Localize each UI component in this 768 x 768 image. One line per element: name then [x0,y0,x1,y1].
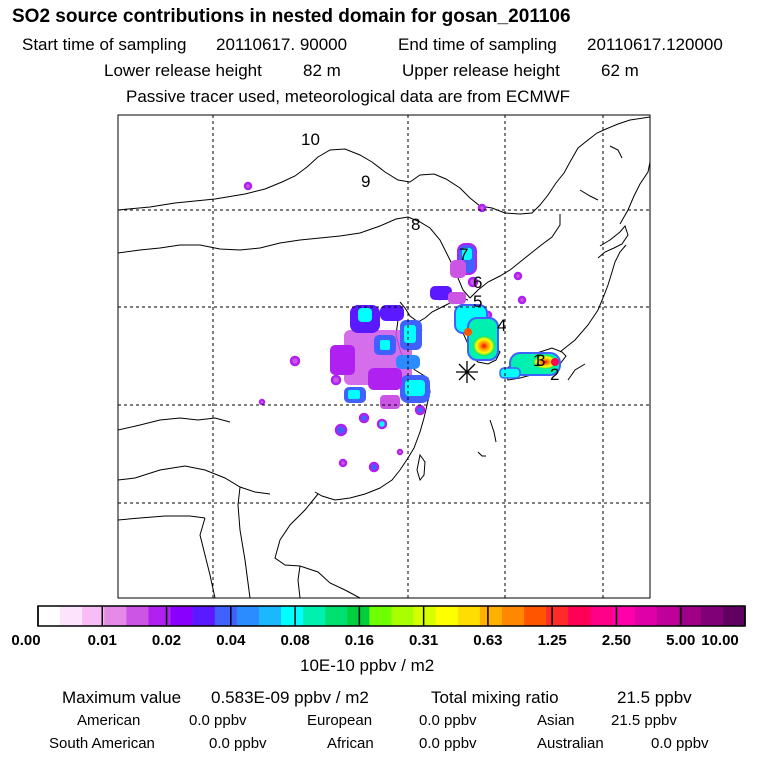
trajectory-label-1: 1 [533,351,542,370]
trajectory-label-4: 4 [497,316,506,335]
trajectory-label-9: 9 [361,172,370,191]
colorbar-swatch [303,606,326,626]
plot-title: SO2 source contributions in nested domai… [12,6,571,27]
end-time-value: 20110617.120000 [587,35,723,54]
start-time-label: Start time of sampling [22,35,187,54]
trajectory-label-2: 2 [550,365,559,384]
colorbar-swatch [60,606,83,626]
european-value: 0.0 ppbv [419,712,477,729]
colorbar-label: 0.04 [216,632,246,649]
south-american-label: South American [49,735,155,752]
so2-plume-korea [430,243,499,361]
colorbar-swatch [678,606,702,626]
upper-release-label: Upper release height [402,61,560,80]
african-value: 0.0 ppbv [419,735,477,752]
colorbar-swatch [501,606,525,626]
colorbar-swatch [236,606,260,626]
colorbar-swatch [435,606,459,626]
colorbar-swatch [104,606,127,626]
colorbar-label: 10.00 [701,632,739,649]
lat-lon-grid [118,115,650,598]
end-time-label: End time of sampling [398,35,557,54]
european-label: European [307,712,373,729]
colorbar-swatch [214,606,238,626]
trajectory-label-3: 3 [536,351,545,370]
colorbar-label: 0.00 [11,632,41,649]
colorbar-swatch [413,606,436,626]
colorbar-swatch [192,606,216,626]
australian-value: 0.0 ppbv [651,735,709,752]
south-american-value: 0.0 ppbv [209,735,267,752]
colorbar-label: 0.01 [87,632,117,649]
colorbar-swatch [170,606,193,626]
colorbar-swatch [612,606,635,626]
max-value: 0.583E-09 ppbv / m2 [211,688,369,707]
asian-value: 21.5 ppbv [611,712,677,729]
colorbar-swatch [656,606,680,626]
colorbar-label: 5.00 [666,632,696,649]
asian-label: Asian [537,712,575,729]
colorbar-unit: 10E-10 ppbv / m2 [300,656,435,675]
trajectory-label-6: 6 [473,273,482,292]
colorbar-label: 0.63 [473,632,503,649]
colorbar-swatch [148,606,171,626]
trajectory-label-8: 8 [411,215,420,234]
map-frame [117,114,651,599]
colorbar-swatch [457,606,481,626]
american-value: 0.0 ppbv [189,712,247,729]
colorbar-label: 1.25 [537,632,567,649]
tracer-note: Passive tracer used, meteorological data… [126,87,571,106]
trajectory-label-5: 5 [473,292,482,311]
colorbar-swatch [126,606,149,626]
start-time-value: 20110617. 90000 [216,35,348,54]
colorbar-swatch [479,606,503,626]
lower-release-label: Lower release height [104,61,262,80]
colorbar-swatch [722,606,746,626]
so2-plume-inland [330,305,430,409]
colorbar-swatch [347,606,370,626]
colorbar-swatch [568,606,591,626]
colorbar-swatch [325,606,348,626]
colorbar-label: 0.02 [151,632,182,649]
max-value-label: Maximum value [62,688,182,707]
american-label: American [77,712,141,729]
colorbar-label: 0.08 [280,632,310,649]
coastlines [118,116,650,598]
colorbar [37,605,746,627]
receptor-asterisk-icon [456,361,478,383]
australian-label: Australian [537,735,604,752]
colorbar-swatch [258,606,282,626]
colorbar-swatch [700,606,724,626]
colorbar-label: 2.50 [601,632,632,649]
colorbar-swatch [391,606,414,626]
upper-release-value: 62 m [601,61,639,80]
colorbar-swatch [590,606,613,626]
african-label: African [327,735,374,752]
total-mixing-label: Total mixing ratio [431,688,559,707]
colorbar-swatch [634,606,657,626]
colorbar-label: 0.16 [344,632,374,649]
trajectory-label-7: 7 [459,245,468,264]
colorbar-swatch [369,606,392,626]
colorbar-swatch [524,606,547,626]
trajectory-label-10: 10 [301,130,320,149]
colorbar-swatch [546,606,569,626]
colorbar-swatch [281,606,304,626]
colorbar-label: 0.31 [409,632,439,649]
total-mixing-value: 21.5 ppbv [617,688,692,707]
colorbar-swatch [82,606,105,626]
lower-release-value: 82 m [303,61,341,80]
colorbar-swatch [38,606,61,626]
